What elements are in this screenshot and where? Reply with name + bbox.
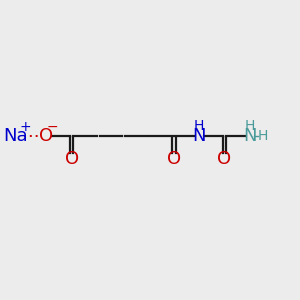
Text: Na: Na xyxy=(3,127,28,145)
Text: N: N xyxy=(243,127,256,145)
Text: N: N xyxy=(193,127,206,145)
Text: +: + xyxy=(19,120,31,134)
Text: H: H xyxy=(244,119,255,133)
Text: O: O xyxy=(218,151,232,169)
Text: H: H xyxy=(194,119,204,133)
Text: O: O xyxy=(167,151,181,169)
Text: H: H xyxy=(258,129,268,143)
Text: −: − xyxy=(46,120,58,134)
Text: O: O xyxy=(64,151,79,169)
Text: O: O xyxy=(39,127,53,145)
